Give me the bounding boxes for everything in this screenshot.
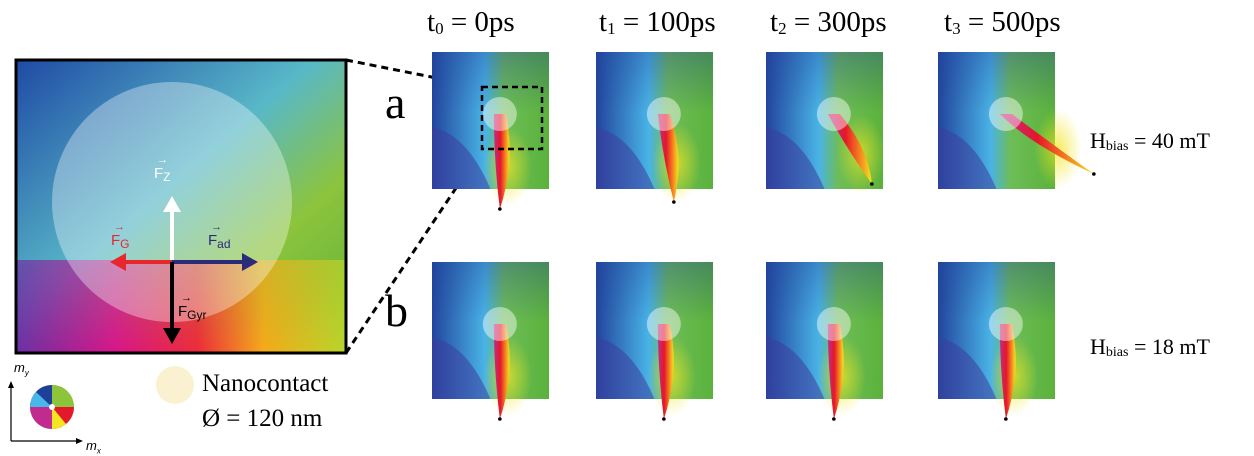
field-label-b: Hbias = 18 mT <box>1090 334 1210 360</box>
snapshot-panel <box>596 52 713 204</box>
time-label-2: t2 = 300ps <box>770 6 887 38</box>
nanocontact-legend-disc <box>156 366 194 404</box>
fad-arrowhead <box>242 253 258 271</box>
diameter-label: Ø = 120 nm <box>202 405 323 432</box>
my-axis-label: my <box>14 360 29 378</box>
snapshot-panel <box>938 52 1096 189</box>
snapshot-panel <box>432 262 549 421</box>
snapshot-panel <box>596 262 713 421</box>
force-label-fz: → FZ <box>154 154 171 184</box>
force-label-fg: → FG <box>111 221 130 251</box>
color-wheel <box>30 385 74 430</box>
zoom-box <box>480 85 544 151</box>
nanocontact-label: Nanocontact <box>202 370 329 397</box>
time-label-0: t0 = 0ps <box>427 6 515 38</box>
snapshot-panel <box>766 262 883 421</box>
fz-arrowhead <box>163 196 181 212</box>
time-label-3: t3 = 500ps <box>944 6 1061 38</box>
time-label-1: t1 = 100ps <box>599 6 716 38</box>
row-label-b: b <box>385 285 408 336</box>
field-label-a: Hbias = 40 mT <box>1090 128 1210 154</box>
row-label-a: a <box>385 77 406 128</box>
force-label-fgyr: → FGyr <box>178 292 207 322</box>
fg-arrowhead <box>110 253 126 271</box>
force-label-fad: → Fad <box>208 221 231 251</box>
zoom-panel <box>14 58 348 355</box>
snapshot-panel <box>432 52 549 211</box>
snapshot-grid <box>432 52 1096 421</box>
fgyr-arrowhead <box>163 328 181 344</box>
mx-axis-label: mx <box>86 438 101 456</box>
snapshot-panel <box>766 52 885 194</box>
snapshot-panel <box>938 262 1055 421</box>
